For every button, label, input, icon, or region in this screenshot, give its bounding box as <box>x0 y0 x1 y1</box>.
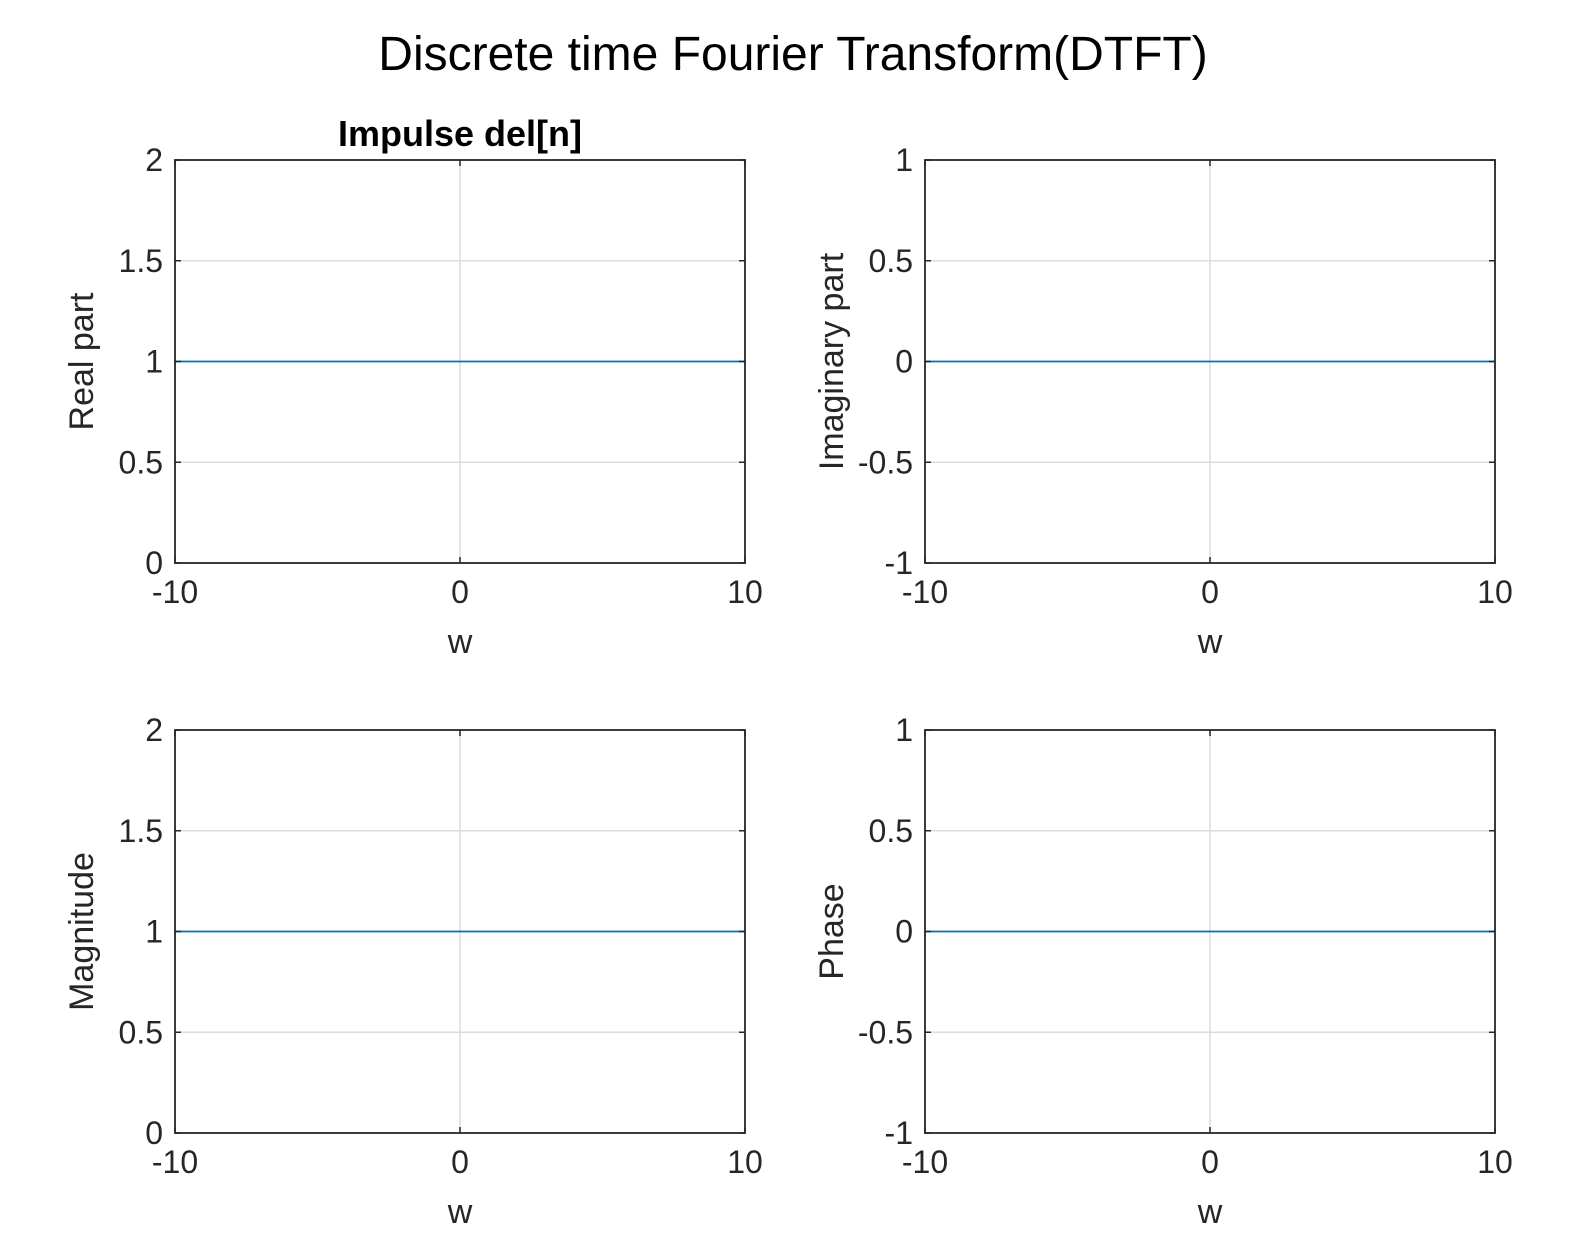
y-tick-label: 0 <box>145 1115 163 1151</box>
y-tick-label: 2 <box>145 712 163 748</box>
x-tick-label: -10 <box>152 574 198 610</box>
y-tick-label: 0.5 <box>119 444 163 480</box>
x-tick-label: -10 <box>902 574 948 610</box>
y-tick-label: 1 <box>895 712 913 748</box>
x-tick-label: 10 <box>727 1144 763 1180</box>
y-tick-label: 1 <box>895 142 913 178</box>
x-axis-label: w <box>447 1193 473 1231</box>
y-axis-label: Imaginary part <box>813 252 851 470</box>
subplot-2: -10 0 10 -1 -0.5 0 0.5 1 w Imaginary part <box>813 142 1513 661</box>
y-tick-label: 1 <box>145 914 163 950</box>
y-tick-label: -1 <box>885 545 913 581</box>
y-tick-label: 1 <box>145 344 163 380</box>
x-tick-label: 10 <box>1477 574 1513 610</box>
x-tick-label: 0 <box>1201 574 1219 610</box>
y-tick-label: 0 <box>895 344 913 380</box>
x-tick-label: 0 <box>451 1144 469 1180</box>
y-tick-label: 2 <box>145 142 163 178</box>
subplot-4: -10 0 10 -1 -0.5 0 0.5 1 w Phase <box>813 712 1513 1231</box>
x-tick-label: 0 <box>1201 1144 1219 1180</box>
y-tick-label: 1.5 <box>119 243 163 279</box>
x-axis-label: w <box>1197 1193 1223 1231</box>
y-axis-label: Real part <box>63 292 101 431</box>
figure-title: Discrete time Fourier Transform(DTFT) <box>378 28 1207 81</box>
y-tick-label: 1.5 <box>119 813 163 849</box>
y-tick-label: 0.5 <box>869 813 913 849</box>
x-tick-label: -10 <box>152 1144 198 1180</box>
y-tick-label: -0.5 <box>858 1014 913 1050</box>
y-axis-label: Phase <box>813 883 851 979</box>
y-tick-label: 0 <box>895 914 913 950</box>
subplot-title: Impulse del[n] <box>338 113 582 154</box>
y-tick-label: -1 <box>885 1115 913 1151</box>
x-tick-label: 10 <box>1477 1144 1513 1180</box>
y-tick-label: 0.5 <box>869 243 913 279</box>
y-tick-label: 0 <box>145 545 163 581</box>
x-tick-label: 0 <box>451 574 469 610</box>
y-tick-label: -0.5 <box>858 444 913 480</box>
x-axis-label: w <box>447 623 473 661</box>
x-tick-label: -10 <box>902 1144 948 1180</box>
x-tick-label: 10 <box>727 574 763 610</box>
x-axis-label: w <box>1197 623 1223 661</box>
y-axis-label: Magnitude <box>63 852 101 1011</box>
y-tick-label: 0.5 <box>119 1014 163 1050</box>
